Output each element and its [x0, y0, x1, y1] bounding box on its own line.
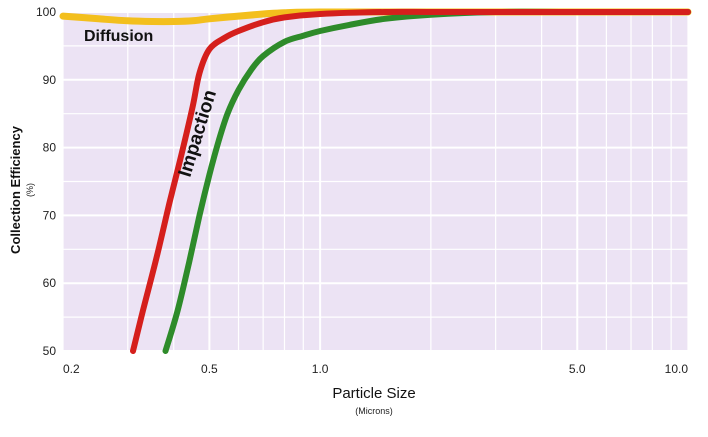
x-tick-label: 5.0 — [569, 362, 586, 376]
x-axis-unit: (Microns) — [355, 406, 393, 416]
series-line-1 — [130, 8, 691, 354]
series-layer — [59, 8, 692, 354]
annotation-diffusion: Diffusion — [84, 28, 153, 45]
y-tick-label: 80 — [43, 141, 57, 155]
y-axis-unit: (%) — [25, 183, 35, 197]
y-axis-label: Collection Efficiency — [8, 125, 23, 254]
y-tick-label: 100 — [36, 5, 56, 19]
tick-labels: 50 60 70 80 90 100 0.2 0.5 1.0 5.0 10.0 — [36, 5, 688, 376]
x-tick-label: 0.5 — [201, 362, 218, 376]
y-tick-label: 50 — [43, 344, 57, 358]
y-tick-label: 60 — [43, 276, 57, 290]
y-tick-label: 70 — [43, 208, 57, 222]
y-tick-label: 90 — [43, 73, 57, 87]
x-axis-label: Particle Size — [332, 385, 415, 402]
x-tick-label: 1.0 — [312, 362, 329, 376]
x-tick-label: 10.0 — [665, 362, 689, 376]
x-tick-label: 0.2 — [63, 362, 80, 376]
